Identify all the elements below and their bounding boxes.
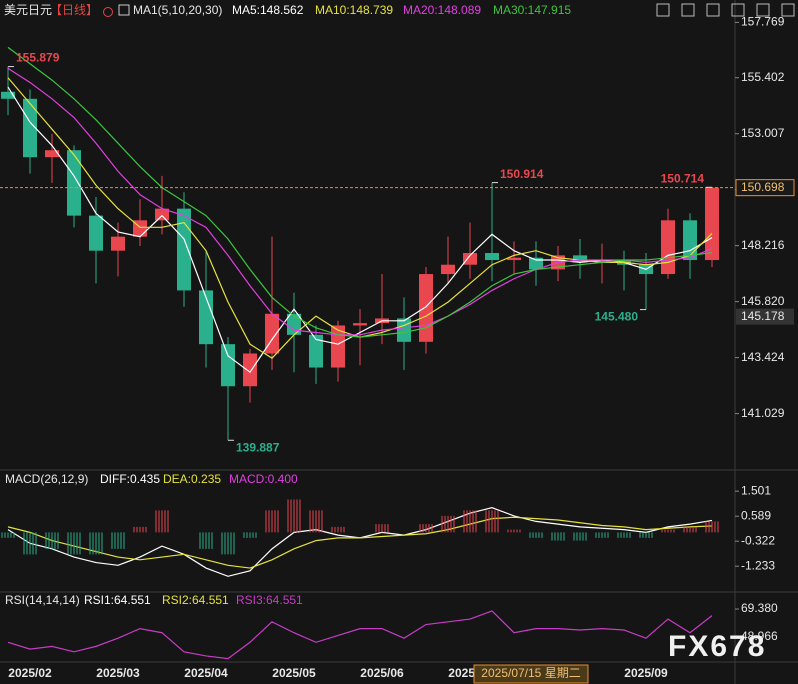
candle-body: [177, 208, 191, 291]
legend-entry: MACD:0.400: [229, 472, 298, 486]
last-price-box: [735, 179, 795, 197]
x-tick-label: 2025/03: [96, 666, 140, 680]
legend-entry: RSI1:64.551: [84, 593, 151, 607]
annotation: 139.887: [236, 440, 280, 454]
candle-body: [155, 208, 169, 221]
legend-entry: MA10:148.739: [315, 3, 393, 17]
legend-entry: DEA:0.235: [163, 472, 221, 486]
y-tick-label: -0.322: [741, 533, 775, 547]
y-tick-label: 145.820: [741, 294, 785, 308]
ma-line: [7, 67, 713, 336]
candle-body: [507, 257, 521, 261]
legend-entry: RSI2:64.551: [162, 593, 229, 607]
candle-body: [595, 260, 609, 263]
candle-body: [353, 323, 367, 326]
x-tick-label: 2025/02: [8, 666, 52, 680]
candle-body: [89, 215, 103, 251]
watermark: FX678: [668, 630, 766, 663]
y-tick-label: 155.402: [741, 70, 785, 84]
button[interactable]: [781, 3, 795, 17]
indicator-icon[interactable]: [118, 4, 130, 16]
candle-body: [441, 264, 455, 275]
candle-body: [45, 150, 59, 158]
candle-body: [243, 353, 257, 387]
candle-body: [221, 344, 235, 387]
annotation: 150.714: [661, 171, 705, 185]
candle-body: [683, 220, 697, 261]
candle-body: [463, 253, 477, 265]
candle-body: [705, 187, 719, 261]
candle-body: [265, 313, 279, 354]
macd-line: [7, 507, 713, 577]
panel-title: RSI(14,14,14): [5, 593, 80, 607]
button[interactable]: [756, 3, 770, 17]
candle-body: [661, 220, 675, 275]
crosshair-date-box: [473, 664, 589, 684]
x-tick-label: 2025/06: [360, 666, 404, 680]
y-tick-label: 143.424: [741, 350, 785, 364]
button[interactable]: [731, 3, 745, 17]
candle-body: [111, 236, 125, 251]
ma-line: [7, 86, 713, 374]
panel-title: MACD(26,12,9): [5, 472, 88, 486]
candle-body: [67, 150, 81, 216]
candle-body: [529, 257, 543, 270]
candle-body: [199, 290, 213, 345]
x-tick-label: 2025/04: [184, 666, 228, 680]
x-tick-label: 2025/09: [624, 666, 668, 680]
y-tick-label: 141.029: [741, 406, 785, 420]
symbol: 美元日元: [4, 3, 52, 17]
period[interactable]: 【日线】: [50, 3, 98, 17]
candle-body: [287, 313, 301, 335]
x-tick-label: 2025/05: [272, 666, 316, 680]
legend-entry: DIFF:0.435: [100, 472, 160, 486]
annotation: 145.480: [595, 310, 639, 324]
button[interactable]: [706, 3, 720, 17]
legend-entry: MA5:148.562: [232, 3, 304, 17]
candle-body: [573, 255, 587, 263]
candle-body: [419, 274, 433, 342]
y-tick-label: -1.233: [741, 558, 775, 572]
candle-body: [485, 253, 499, 261]
y-tick-label: 48.966: [741, 629, 778, 643]
settings-icon[interactable]: [103, 7, 113, 17]
annotation: 155.879: [16, 51, 60, 65]
y-tick-label: 0.589: [741, 508, 771, 522]
legend-entry: RSI3:64.551: [236, 593, 303, 607]
macd-line: [7, 516, 713, 569]
crosshair-price: 145.178: [741, 309, 785, 323]
button[interactable]: [681, 3, 695, 17]
crosshair-price-box: [736, 308, 794, 325]
legend-entry: MA30:147.915: [493, 3, 571, 17]
ma-title: MA1(5,10,20,30): [133, 3, 222, 17]
y-tick-label: 153.007: [741, 126, 785, 140]
candle-body: [1, 91, 15, 99]
ma-line: [7, 46, 713, 338]
y-tick-label: 157.769: [741, 15, 785, 29]
legend-entry: MA20:148.089: [403, 3, 481, 17]
button[interactable]: [656, 3, 670, 17]
last-price-label: 150.698: [741, 180, 785, 194]
candle-body: [309, 334, 323, 368]
crosshair-date: 2025/07/15 星期二: [481, 666, 580, 680]
y-tick-label: 148.216: [741, 238, 785, 252]
y-tick-label: 1.501: [741, 483, 771, 497]
window-buttons: [656, 3, 795, 17]
y-tick-label: 69.380: [741, 601, 778, 615]
candle-body: [23, 98, 37, 158]
candle-body: [397, 318, 411, 342]
annotation: 150.914: [500, 167, 544, 181]
rsi-line: [7, 610, 713, 660]
candle-body: [331, 325, 345, 368]
